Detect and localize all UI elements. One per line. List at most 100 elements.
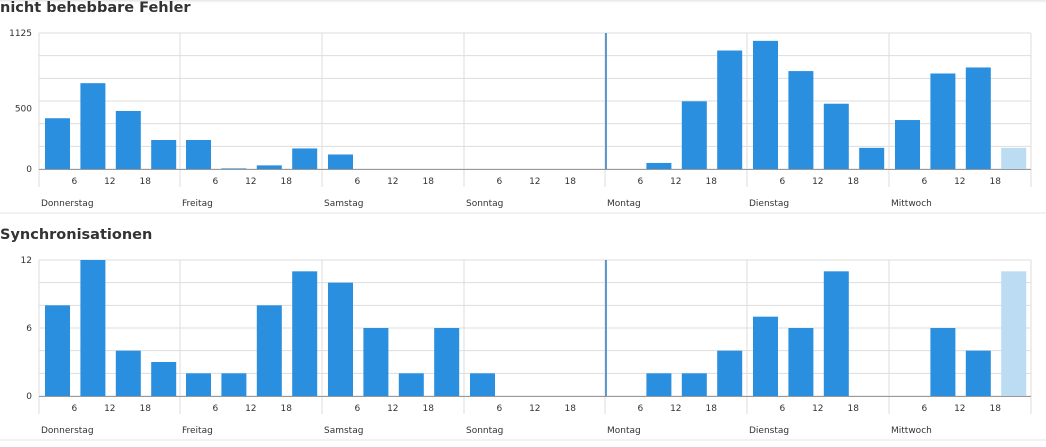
x-hour-tick-label: 18 <box>139 177 151 187</box>
x-day-label: Samstag <box>324 426 363 436</box>
x-hour-tick-label: 6 <box>72 177 78 187</box>
x-hour-tick-label: 6 <box>213 404 219 414</box>
y-tick-label: 1125 <box>9 29 32 39</box>
x-hour-tick-label: 6 <box>780 177 786 187</box>
x-day-label: Montag <box>607 199 641 209</box>
bar <box>45 118 70 169</box>
bar <box>151 362 177 396</box>
x-day-label: Freitag <box>182 199 213 209</box>
x-hour-tick-label: 12 <box>387 404 398 414</box>
y-tick-label: 0 <box>26 392 32 402</box>
x-day-label: Sonntag <box>466 199 503 209</box>
bar <box>753 316 778 396</box>
x-hour-tick-label: 18 <box>280 404 292 414</box>
bar <box>256 305 282 396</box>
bar <box>115 110 141 169</box>
bar <box>434 328 460 396</box>
x-day-label: Donnerstag <box>41 199 94 209</box>
syncs-bar-chart: 0 6 12 6 12 18 6 12 18 6 12 18 6 12 18 6 12 18 6 12 18 6 12 18 D… <box>0 256 1046 441</box>
x-hour-tick-label: 12 <box>529 177 540 187</box>
x-hour-tick-label: 6 <box>497 404 503 414</box>
bar <box>328 154 353 169</box>
x-hour-tick-label: 18 <box>847 404 859 414</box>
bar <box>717 350 743 396</box>
bar <box>753 40 778 170</box>
x-hour-tick-label: 12 <box>529 404 540 414</box>
bar <box>80 260 106 396</box>
bar <box>646 373 672 396</box>
bar <box>859 147 885 169</box>
bar <box>895 120 920 169</box>
x-hour-tick-label: 18 <box>280 177 292 187</box>
bar <box>45 305 70 396</box>
bar <box>965 67 991 169</box>
x-hour-tick-label: 12 <box>670 404 681 414</box>
x-day-label: Sonntag <box>466 426 503 436</box>
x-hour-tick-label: 18 <box>705 404 717 414</box>
bar <box>930 328 956 396</box>
bar <box>221 168 247 169</box>
bar <box>930 73 956 169</box>
x-hour-tick-label: 6 <box>355 404 361 414</box>
bar <box>470 373 495 396</box>
top-shadow <box>0 0 1046 3</box>
x-hour-tick-label: 18 <box>139 404 151 414</box>
y-tick-label: 0 <box>26 165 32 175</box>
x-hour-tick-label: 12 <box>812 404 823 414</box>
x-hour-tick-label: 6 <box>72 404 78 414</box>
x-hour-tick-label: 18 <box>989 404 1001 414</box>
bar-current-period <box>1001 147 1027 169</box>
x-day-label: Mittwoch <box>891 426 932 436</box>
errors-bar-chart: 0 500 1125 6 12 18 6 12 18 6 12 18 6 12 18 6 12 18 6 12 18 6 1… <box>0 29 1046 214</box>
y-tick-label: 12 <box>21 256 32 266</box>
x-hour-tick-label: 6 <box>922 404 928 414</box>
x-day-label: Freitag <box>182 426 213 436</box>
bar <box>823 271 849 396</box>
bar <box>256 165 282 169</box>
x-hour-tick-label: 6 <box>213 177 219 187</box>
x-hour-tick-label: 6 <box>497 177 503 187</box>
bar <box>788 71 814 169</box>
x-day-label: Dienstag <box>749 199 789 209</box>
x-hour-tick-label: 6 <box>638 177 644 187</box>
x-hour-tick-label: 12 <box>104 177 115 187</box>
x-hour-tick-label: 18 <box>564 177 576 187</box>
x-day-label: Dienstag <box>749 426 789 436</box>
x-hour-tick-label: 6 <box>638 404 644 414</box>
bar <box>115 350 141 396</box>
bar <box>292 271 318 396</box>
bar <box>681 373 707 396</box>
x-hour-tick-label: 18 <box>847 177 859 187</box>
bar <box>328 282 353 396</box>
bar <box>681 101 707 169</box>
x-hour-tick-label: 12 <box>954 177 965 187</box>
x-hour-tick-label: 18 <box>989 177 1001 187</box>
x-hour-tick-label: 12 <box>387 177 398 187</box>
x-day-label: Samstag <box>324 199 363 209</box>
x-hour-tick-label: 18 <box>422 404 434 414</box>
bar <box>823 103 849 169</box>
x-day-label: Donnerstag <box>41 426 94 436</box>
bar <box>151 139 177 169</box>
bar <box>788 328 814 396</box>
bar-current-period <box>1001 271 1027 396</box>
x-hour-tick-label: 18 <box>422 177 434 187</box>
chart-title-errors: nicht behebbare Fehler <box>0 0 191 16</box>
bar <box>186 139 211 169</box>
x-day-label: Montag <box>607 426 641 436</box>
chart-title-syncs: Synchronisationen <box>0 227 153 243</box>
bar <box>646 162 672 169</box>
x-hour-tick-label: 6 <box>922 177 928 187</box>
bar <box>965 350 991 396</box>
x-hour-tick-label: 12 <box>954 404 965 414</box>
y-tick-label: 6 <box>26 324 32 334</box>
x-hour-tick-label: 12 <box>670 177 681 187</box>
bar <box>717 50 743 170</box>
y-tick-label: 500 <box>15 105 32 115</box>
bar <box>80 83 106 169</box>
x-hour-tick-label: 6 <box>780 404 786 414</box>
x-hour-tick-label: 12 <box>812 177 823 187</box>
x-hour-tick-label: 18 <box>705 177 717 187</box>
bar <box>398 373 424 396</box>
x-hour-tick-label: 6 <box>355 177 361 187</box>
